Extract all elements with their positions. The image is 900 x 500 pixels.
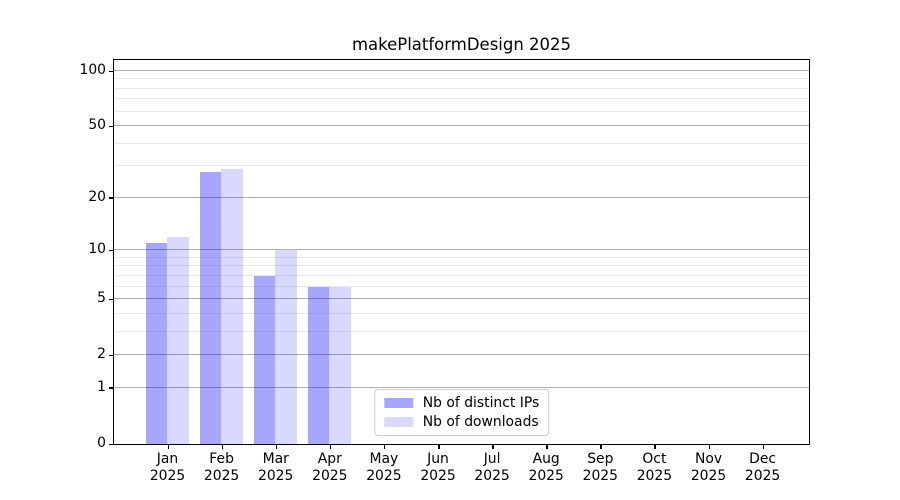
legend-label-distinct-ips: Nb of distinct IPs (422, 395, 540, 411)
plot-area: Nb of distinct IPs Nb of downloads (113, 59, 810, 445)
y-tick-label-1: 1 (97, 378, 106, 395)
y-tick-label-50: 50 (88, 117, 106, 134)
gridline-minor (114, 274, 809, 276)
x-tick-label-jun: Jun 2025 (420, 451, 456, 484)
y-tick-mark (109, 298, 113, 301)
gridline-major (114, 249, 809, 251)
x-tick-label-sep: Sep 2025 (582, 451, 618, 484)
x-tick-mark (546, 445, 548, 449)
gridline-minor (114, 87, 809, 89)
x-tick-mark (654, 445, 656, 449)
bar-downloads-apr (329, 286, 351, 444)
y-tick-mark (109, 249, 113, 252)
bar-distinct-ips-feb (199, 171, 222, 444)
x-tick-mark (708, 445, 710, 449)
x-tick-label-dec: Dec 2025 (744, 451, 781, 484)
gridline-major (114, 70, 809, 71)
y-tick-mark (109, 125, 113, 128)
gridline-minor (114, 330, 809, 332)
x-tick-mark (383, 445, 386, 449)
bar-downloads-feb (221, 169, 243, 444)
x-tick-mark (438, 445, 440, 449)
y-tick-mark (109, 197, 113, 199)
x-tick-mark (167, 445, 169, 449)
y-tick-label-10: 10 (88, 241, 106, 258)
x-tick-label-jul: Jul 2025 (474, 451, 510, 484)
y-tick-label-5: 5 (97, 290, 106, 307)
x-tick-mark (275, 445, 278, 449)
y-tick-mark (109, 387, 113, 389)
bar-downloads-mar (275, 250, 297, 444)
y-tick-mark (109, 70, 113, 72)
chart-title: makePlatformDesign 2025 (351, 35, 572, 54)
x-tick-label-mar: Mar 2025 (258, 451, 294, 484)
bar-distinct-ips-mar (253, 275, 276, 444)
x-tick-label-nov: Nov 2025 (690, 451, 727, 484)
gridline-minor (114, 98, 809, 100)
gridline-minor (114, 142, 809, 144)
y-tick-mark (109, 354, 113, 357)
x-tick-mark (762, 445, 765, 449)
gridline-minor (114, 78, 809, 80)
gridline-major (114, 196, 809, 198)
legend-swatch-distinct-ips-icon (383, 398, 413, 408)
x-tick-label-may: May 2025 (366, 451, 402, 484)
bar-distinct-ips-jan (145, 243, 167, 444)
x-tick-label-aug: Aug 2025 (528, 451, 564, 484)
gridline-major (114, 386, 809, 388)
bar-distinct-ips-apr (307, 286, 330, 444)
bar-downloads-jan (167, 236, 189, 444)
x-tick-label-oct: Oct 2025 (636, 451, 673, 484)
x-tick-label-feb: Feb 2025 (203, 451, 240, 484)
y-tick-label-20: 20 (88, 188, 106, 205)
x-tick-mark (221, 445, 224, 449)
legend-row-downloads: Nb of downloads (383, 414, 539, 430)
y-tick-label-0: 0 (97, 435, 106, 451)
gridline-major (114, 125, 809, 127)
x-tick-mark (600, 445, 602, 449)
x-tick-mark (329, 445, 332, 449)
gridline-minor (114, 256, 809, 258)
x-tick-label-jan: Jan 2025 (149, 451, 186, 484)
y-tick-mark (109, 443, 113, 445)
legend-swatch-downloads-icon (383, 417, 413, 427)
gridline-major (114, 298, 809, 300)
y-tick-label-2: 2 (97, 346, 106, 363)
gridline-minor (114, 312, 809, 314)
legend: Nb of distinct IPs Nb of downloads (373, 389, 550, 436)
gridline-minor (114, 110, 809, 112)
legend-label-downloads: Nb of downloads (422, 414, 539, 430)
x-tick-label-apr: Apr 2025 (312, 451, 348, 484)
x-tick-mark (492, 445, 494, 449)
gridline-minor (114, 265, 809, 267)
gridline-major (114, 354, 809, 356)
gridline-minor (114, 285, 809, 287)
legend-row-distinct-ips: Nb of distinct IPs (383, 395, 540, 411)
gridline-minor (114, 165, 809, 167)
y-tick-label-100: 100 (79, 62, 106, 78)
